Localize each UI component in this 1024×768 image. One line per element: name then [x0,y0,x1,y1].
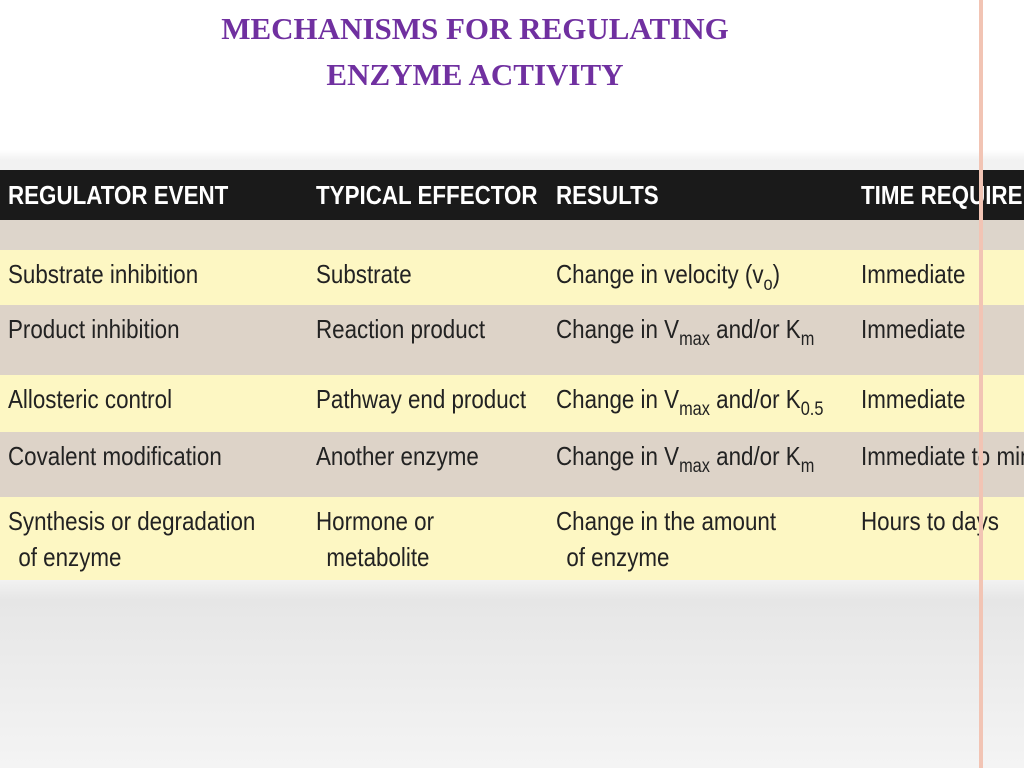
cell-text: Covalent modification [8,441,222,471]
cell-text: and/or K [709,314,801,344]
table-row: Allosteric control Pathway end product Cha… [0,375,1024,432]
subscript: o [763,274,773,295]
table-cell: Hours to days [861,503,999,539]
cell-line: Synthesis or degradation [8,506,256,536]
cell-text: Change in V [556,441,680,471]
title-line: MECHANISMS FOR REGULATING [221,11,729,46]
cell-text: Substrate [316,259,412,289]
subscript: m [800,456,815,477]
table: REGULATOR EVENT TYPICAL EFFECTOR RESULTS TI… [0,170,1024,580]
table-header: REGULATOR EVENT TYPICAL EFFECTOR RESULTS TI… [0,170,1024,220]
table-cell: Reaction product [316,311,485,347]
cell-text: Immediate [861,384,966,414]
subscript: 0.5 [800,399,824,420]
table-cell: Change in Vmax and/or Km [556,438,814,485]
subscript: max [679,456,710,477]
slide-title: MECHANISMS FOR REGULATING ENZYME ACTIVIT… [0,6,950,98]
cell-line: of enzyme [566,542,670,572]
cell-line: Hormone or [316,506,435,536]
cell-text: Pathway end product [316,384,527,414]
table-cell: Immediate [861,311,965,347]
table-row: Substrate inhibition Substrate Change in v… [0,250,1024,305]
cell-text: Reaction product [316,314,486,344]
table-row: Synthesis or degradation of enzyme Hormone… [0,497,1024,580]
cell-text: Immediate [861,259,966,289]
table-cell: Synthesis or degradation of enzyme [8,503,255,575]
table-spacer [0,220,1024,250]
table-cell: Immediate [861,256,965,292]
cell-text: Change in V [556,384,680,414]
decorative-line [979,0,983,768]
table-cell: Product inhibition [8,311,180,347]
table-cell: Change in Vmax and/or Km [556,311,814,358]
header-cell: TYPICAL EFFECTOR [316,180,538,210]
header-cell: RESULTS [556,180,659,210]
cell-text: Substrate inhibition [8,259,199,289]
cell-text: Product inhibition [8,314,180,344]
subscript: max [679,329,710,350]
table-body: Substrate inhibition Substrate Change in v… [0,250,1024,580]
cell-text: Change in V [556,314,680,344]
cell-line: Change in the amount [556,506,777,536]
table-row: Covalent modification Another enzyme Chang… [0,432,1024,497]
cell-text: Change in velocity (v [556,259,764,289]
cell-text: Immediate to min [861,441,1024,471]
cell-line: Hours to days [861,506,999,536]
cell-text: Immediate [861,314,966,344]
table-cell: Pathway end product [316,381,526,417]
cell-text: Another enzyme [316,441,479,471]
table-cell: Allosteric control [8,381,172,417]
table-cell: Substrate inhibition [8,256,198,292]
cell-text: and/or K [709,441,801,471]
title-line: ENZYME ACTIVITY [326,57,624,92]
header-cell: REGULATOR EVENT [8,180,229,210]
table-cell: Immediate [861,381,965,417]
table-cell: Change in velocity (vo) [556,256,780,303]
table-cell: Covalent modification [8,438,222,474]
cell-line: metabolite [326,542,430,572]
cell-line: of enzyme [18,542,122,572]
table-cell: Substrate [316,256,412,292]
table-cell: Immediate to min [861,438,1024,474]
cell-text: Allosteric control [8,384,173,414]
table-row: Product inhibition Reaction product Change… [0,305,1024,375]
cell-text: and/or K [709,384,801,414]
subscript: max [679,399,710,420]
table-cell: Hormone or metabolite [316,503,434,575]
cell-text: ) [772,259,781,289]
table-cell: Change in Vmax and/or K0.5 [556,381,823,428]
subscript: m [800,329,815,350]
table-cell: Change in the amount of enzyme [556,503,776,575]
header-cell: TIME REQUIRED FO [861,180,1024,210]
table-cell: Another enzyme [316,438,479,474]
